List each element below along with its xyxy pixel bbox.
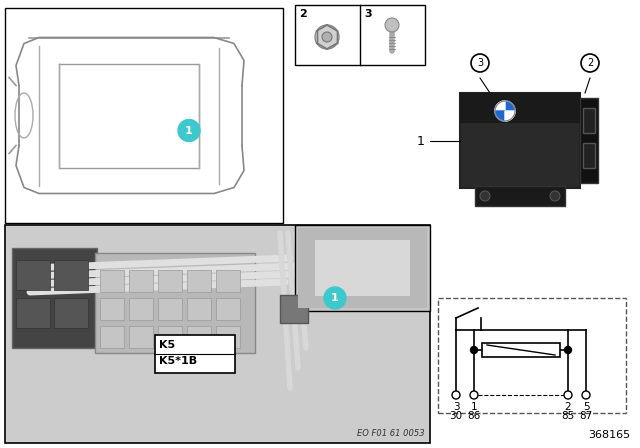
Bar [583,108,595,133]
Bar [295,225,430,311]
Text: 3: 3 [364,9,372,19]
Circle shape [324,287,346,309]
Bar [129,270,153,292]
Circle shape [495,101,515,121]
Circle shape [550,191,560,201]
Circle shape [322,32,332,42]
Text: 1: 1 [331,293,339,303]
Circle shape [315,25,339,49]
Bar [54,298,88,328]
Bar [438,298,626,413]
Bar [298,228,427,308]
Bar [5,8,283,223]
Bar [187,298,211,320]
Bar [100,270,124,292]
Text: K5*1B: K5*1B [159,356,197,366]
Text: 3: 3 [477,58,483,68]
Wedge shape [495,101,505,111]
Bar [12,248,97,348]
Text: 5: 5 [582,402,589,412]
Bar [16,260,50,290]
Wedge shape [505,101,515,111]
Text: 30: 30 [449,411,463,421]
Bar [475,186,565,206]
Bar [315,240,410,296]
Bar [100,326,124,348]
Circle shape [582,391,590,399]
Bar [280,295,308,323]
Bar [460,93,580,123]
Wedge shape [505,111,515,121]
Bar [460,93,580,188]
Bar [583,143,595,168]
Text: 86: 86 [467,411,481,421]
Bar [95,253,255,353]
Bar [158,270,182,292]
Circle shape [178,120,200,142]
Bar [187,326,211,348]
Text: 3: 3 [452,402,460,412]
Bar [187,270,211,292]
Bar [216,326,240,348]
Circle shape [471,54,489,72]
Bar [129,298,153,320]
Bar [580,98,598,183]
Bar [158,326,182,348]
Circle shape [385,18,399,32]
Bar [155,335,235,373]
Bar [129,326,153,348]
Text: 87: 87 [579,411,593,421]
Bar [5,225,430,443]
Text: 1: 1 [470,402,477,412]
Circle shape [581,54,599,72]
Circle shape [452,391,460,399]
Text: 85: 85 [561,411,575,421]
Circle shape [470,346,477,353]
Text: 2: 2 [587,58,593,68]
Circle shape [564,346,572,353]
Bar [216,298,240,320]
Bar [54,260,88,290]
Text: 1: 1 [185,125,193,135]
Bar [216,270,240,292]
Wedge shape [495,111,505,121]
Text: 368165: 368165 [588,430,630,440]
Text: 2: 2 [564,402,572,412]
Bar [295,5,425,65]
Circle shape [470,391,478,399]
Text: K5: K5 [159,340,175,350]
Bar [482,343,560,357]
Text: EO F01 61 0053: EO F01 61 0053 [357,429,425,438]
Bar [100,298,124,320]
Bar [158,298,182,320]
Circle shape [480,191,490,201]
Text: 1: 1 [417,134,425,147]
Text: 2: 2 [299,9,307,19]
Circle shape [564,391,572,399]
Bar [7,227,428,441]
Bar [16,298,50,328]
